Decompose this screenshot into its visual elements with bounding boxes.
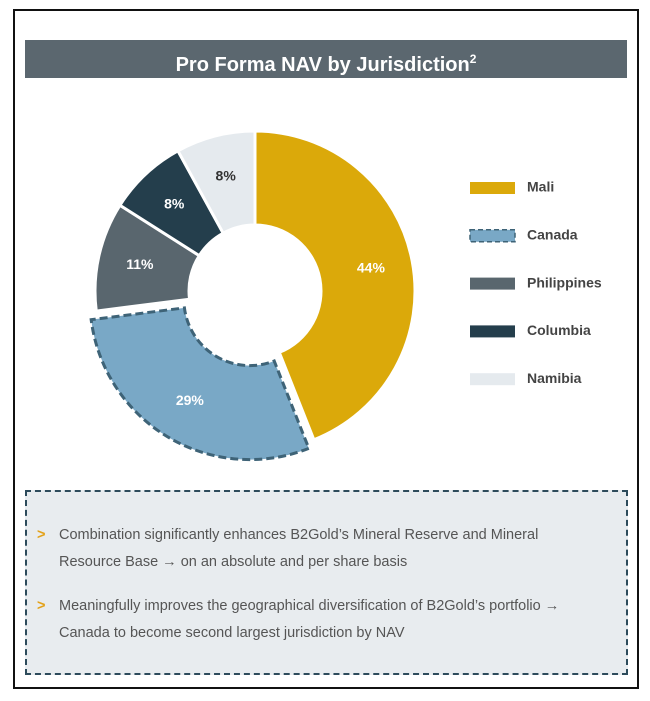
legend-label: Mali — [527, 179, 554, 195]
frame — [13, 9, 639, 689]
donut-segment — [175, 129, 257, 236]
bullet-marker: > — [37, 527, 46, 543]
legend-swatch — [470, 325, 515, 338]
note-text: Combination significantly enhances B2Gol… — [59, 527, 539, 570]
note: > Meaningfully improves the geographical … — [35, 593, 604, 647]
legend-swatch — [469, 229, 516, 243]
chart-title: Pro Forma NAV by Jurisdiction — [175, 54, 470, 76]
legend-label: Philippines — [527, 274, 602, 290]
data-label: 11% — [126, 256, 154, 272]
donut-segment — [253, 129, 417, 442]
legend-swatch — [470, 277, 515, 290]
bullet-marker: > — [37, 598, 46, 614]
legend-swatch — [470, 373, 515, 386]
note-text: Meaningfully improves the geographical d… — [59, 598, 560, 641]
note: > Combination significantly enhances B2Go… — [35, 522, 604, 576]
title-superscript: 2 — [469, 52, 477, 66]
donut-segment — [89, 306, 311, 462]
chart-title-bar: Pro Forma NAV by Jurisdiction2 — [25, 40, 627, 78]
legend-label: Canada — [527, 227, 578, 243]
data-label: 8% — [164, 196, 185, 212]
data-label: 29% — [176, 392, 205, 408]
data-label: 8% — [216, 167, 237, 183]
legend-label: Namibia — [527, 370, 582, 386]
legend-swatch — [470, 182, 515, 194]
notes-box: > Combination significantly enhances B2Go… — [25, 490, 628, 675]
data-label: 44% — [357, 260, 386, 276]
legend-label: Columbia — [527, 322, 591, 338]
